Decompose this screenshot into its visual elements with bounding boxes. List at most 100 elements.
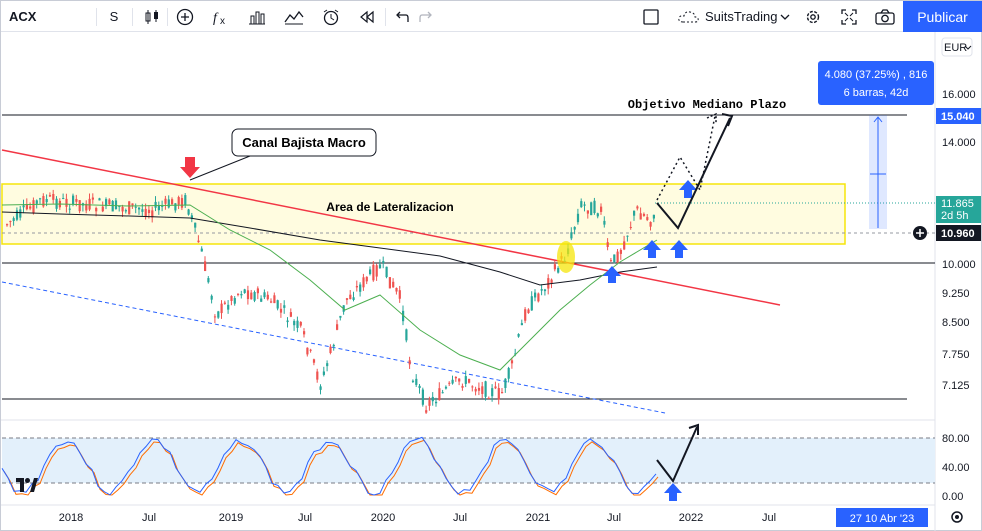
bar-chart-icon[interactable] [245, 1, 269, 32]
candle [418, 385, 421, 389]
candle [240, 293, 243, 296]
candle [289, 312, 292, 317]
candle [42, 196, 45, 207]
candle [177, 197, 180, 205]
candle [141, 209, 144, 212]
candle [101, 206, 104, 212]
candle [253, 292, 256, 301]
blue-up-arrow-icon[interactable] [603, 266, 621, 283]
candle [537, 293, 540, 302]
candle [171, 199, 174, 205]
alt-projection-path[interactable] [656, 115, 716, 201]
candle [316, 371, 319, 380]
candle [448, 382, 451, 384]
alert-clock-icon[interactable] [319, 1, 343, 32]
layout-square-icon[interactable] [640, 1, 662, 32]
candle [411, 380, 415, 382]
blue-up-arrow-icon[interactable] [679, 180, 697, 198]
candle [306, 347, 309, 355]
symbol-search[interactable]: ACX [9, 9, 37, 24]
callout-box[interactable] [231, 128, 377, 157]
candle [487, 398, 490, 400]
candle [501, 392, 504, 394]
candle [207, 278, 210, 283]
candle [603, 220, 606, 225]
projection-path[interactable] [656, 117, 731, 230]
candle [382, 261, 385, 263]
candle [22, 205, 25, 208]
candle [35, 200, 38, 204]
candle [75, 198, 78, 202]
plus-icon [916, 229, 924, 237]
tradingview-logo-icon[interactable] [16, 478, 38, 492]
templates-icon[interactable] [282, 1, 306, 32]
price-tick: 10.000 [942, 259, 976, 271]
publish-button[interactable]: Publicar [903, 1, 982, 32]
candle [596, 213, 599, 217]
candle [550, 279, 553, 284]
fullscreen-icon[interactable] [837, 1, 861, 32]
compare-plus-icon[interactable] [174, 1, 196, 32]
candle [441, 392, 444, 394]
candle [613, 254, 616, 263]
range-label: Area de Lateralizacion [326, 200, 453, 214]
blue-up-arrow-icon[interactable] [664, 483, 682, 501]
currency-button[interactable] [941, 37, 973, 57]
measure-line1: 4.080 (37.25%) , 816 [825, 69, 928, 81]
candle [345, 298, 349, 300]
svg-text:x: x [220, 16, 225, 26]
chevron-down-icon[interactable] [778, 1, 792, 32]
candle [220, 303, 223, 314]
candle [355, 286, 358, 288]
time-label: Jul [142, 512, 156, 524]
candle [359, 284, 362, 292]
blue-up-arrow-icon[interactable] [670, 240, 688, 258]
time-label: 2019 [219, 512, 243, 524]
settings-gear-icon[interactable] [951, 511, 963, 523]
candle [494, 386, 497, 389]
candle [154, 201, 157, 208]
redo-icon[interactable] [416, 1, 438, 32]
time-label: Jul [298, 512, 312, 524]
cursor-date-badge [836, 508, 928, 527]
replay-icon[interactable] [355, 1, 379, 32]
candle [329, 346, 332, 353]
candle [586, 210, 589, 214]
interval-button[interactable]: S [109, 9, 119, 24]
candle [98, 198, 101, 201]
candle [606, 242, 609, 247]
candle [108, 199, 111, 205]
blue-up-arrow-icon[interactable] [643, 240, 661, 258]
stoch-projection[interactable] [656, 426, 698, 483]
breakout-highlight[interactable] [557, 241, 575, 273]
candle [9, 221, 12, 223]
candle [326, 363, 329, 367]
candle [336, 324, 339, 330]
camera-icon[interactable] [872, 1, 898, 32]
candle [629, 227, 632, 229]
candle [507, 368, 510, 379]
candle [230, 296, 233, 301]
settings-gear-icon[interactable] [801, 1, 825, 32]
target-price-badge [936, 108, 981, 124]
candle [144, 208, 147, 218]
undo-icon[interactable] [390, 1, 412, 32]
ma-short-line [1, 203, 658, 371]
candle [283, 305, 286, 308]
candles-style-icon[interactable] [141, 1, 163, 32]
stoch-k-line [1, 436, 657, 496]
candle [217, 311, 220, 318]
candle [68, 208, 71, 210]
candle [180, 198, 184, 208]
layout-name[interactable]: SuitsTrading [677, 1, 795, 32]
candle [227, 304, 230, 310]
measure-line2: 6 barras, 42d [844, 87, 909, 99]
macro-downtrend-line[interactable] [1, 149, 781, 306]
candle [62, 197, 65, 199]
candle [402, 310, 405, 322]
red-down-arrow-icon[interactable] [180, 157, 200, 178]
stoch-d-line [3, 439, 659, 496]
cloud-icon [678, 10, 699, 22]
